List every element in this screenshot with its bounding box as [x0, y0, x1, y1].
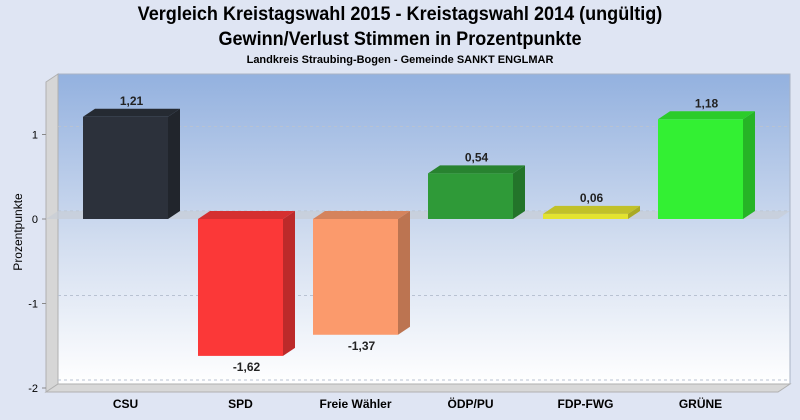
data-label: -1,37 — [348, 339, 376, 353]
bar — [198, 219, 283, 356]
x-tick-label: SPD — [228, 397, 253, 411]
bar-top — [543, 205, 640, 214]
bar-side — [628, 205, 640, 219]
chart-subtitle: Gewinn/Verlust Stimmen in Prozentpunkte — [218, 29, 582, 50]
x-tick-label: Freie Wähler — [319, 397, 391, 411]
chart-caption: Landkreis Straubing-Bogen - Gemeinde SAN… — [246, 54, 554, 66]
data-label: 0,06 — [580, 191, 604, 205]
y-axis-label: Prozentpunkte — [11, 193, 25, 271]
data-label: 0,54 — [465, 150, 489, 164]
plot-left-wall — [45, 73, 59, 393]
bar-top — [83, 108, 180, 117]
bar-side — [513, 165, 525, 219]
bar — [83, 116, 168, 219]
bar — [658, 119, 743, 219]
y-tick-label: 0 — [32, 214, 38, 226]
bar-side — [398, 211, 410, 335]
x-tick-label: CSU — [113, 397, 138, 411]
y-tick-label: 1 — [32, 130, 38, 142]
bar-side — [283, 211, 295, 356]
x-tick-label: ÖDP/PU — [447, 396, 493, 411]
bar — [428, 173, 513, 219]
bar-top — [658, 111, 755, 120]
chart-title: Vergleich Kreistagswahl 2015 - Kreistags… — [137, 4, 663, 25]
data-label: 1,18 — [695, 96, 719, 110]
data-label: 1,21 — [120, 94, 144, 108]
bar-top — [198, 211, 295, 219]
plot-floor — [44, 383, 792, 393]
data-label: -1,62 — [233, 360, 261, 374]
x-tick-label: FDP-FWG — [558, 397, 614, 411]
x-tick-label: GRÜNE — [679, 396, 722, 411]
y-tick-label: -1 — [28, 299, 38, 311]
bar — [313, 219, 398, 335]
bar-top — [313, 211, 410, 219]
y-tick-label: -2 — [28, 383, 38, 395]
bar-top — [428, 165, 525, 174]
bar — [543, 213, 628, 219]
bar-side — [168, 108, 180, 219]
bar-side — [743, 111, 755, 219]
